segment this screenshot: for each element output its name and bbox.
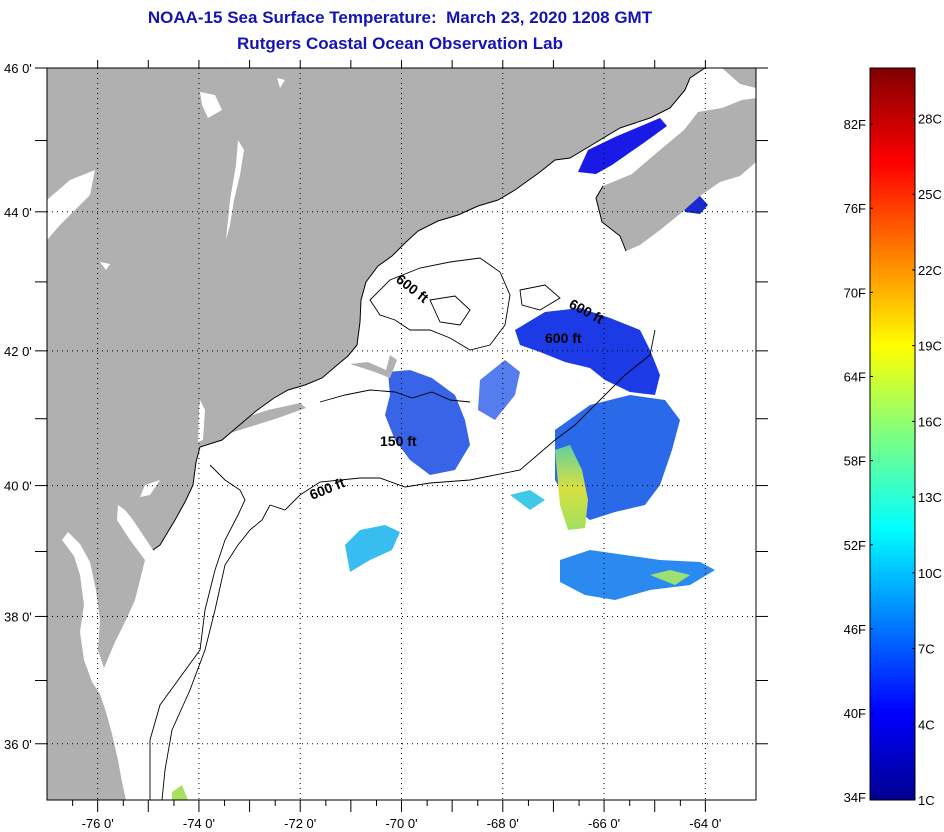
lat-label: 40 0' [4,479,32,494]
colorbar-label-f: 64F [844,370,866,385]
colorbar-label-f: 52F [844,538,866,553]
river [140,480,160,497]
colorbar-label-c: 7C [918,642,935,657]
graticule [47,68,756,800]
lat-label: 44 0' [4,205,32,220]
land [47,68,756,800]
map-subtitle: Rutgers Coastal Ocean Observation Lab [237,34,563,53]
lon-label: -76 0' [82,816,114,831]
inland-water [47,78,285,497]
lake [277,78,285,88]
lon-label: -70 0' [385,816,417,831]
contour-label: 150 ft [380,433,417,449]
colorbar-label-f: 58F [844,454,866,469]
sst-gulf-of-maine [515,308,660,395]
map-title: NOAA-15 Sea Surface Temperature: March 2… [147,8,653,27]
colorbar-label-c: 25C [918,187,942,202]
colorbar-label-c: 4C [918,717,935,732]
contour-600ft-outer [269,329,656,511]
lon-label: -74 0' [183,816,215,831]
lon-label: -66 0' [588,816,620,831]
colorbar-label-c: 13C [918,490,942,505]
land-us-canada-mainland [47,68,705,800]
sst-patch-mid [478,360,520,420]
sst-cyan-patch-2 [510,490,545,510]
lat-label: 36 0' [4,737,32,752]
sst-patches [172,118,715,800]
colorbar-label-c: 22C [918,263,942,278]
lat-label: 46 0' [4,61,32,76]
colorbar-label-c: 16C [918,414,942,429]
contour-label: 600 ft [545,330,582,346]
contour-150ft [319,389,471,403]
lat-label: 42 0' [4,344,32,359]
lake [200,92,222,118]
colorbar-label-f: 46F [844,622,866,637]
lake [226,140,244,240]
contour-gulf-of-maine-2 [429,295,471,326]
lat-label: 38 0' [4,609,32,624]
sst-green-spot [650,570,690,585]
lake [47,170,95,240]
sst-patch-south [560,550,715,600]
sst-bay-of-fundy [578,118,667,174]
sst-south-green [172,785,188,800]
colorbar: 1C 4C 7C 10C 13C 16C 19C 22C 25C 28C 34F 40F 46F 52F 5… [844,67,942,808]
colorbar-label-c: 10C [918,566,942,581]
contour-gulf-of-maine-3 [519,284,561,311]
land-cape-cod [350,355,397,378]
lon-label: -64 0' [689,816,721,831]
sst-warm-filament [555,445,588,530]
colorbar-label-c: 1C [918,793,935,808]
contour-gulf-of-maine [369,257,511,351]
land-nova-scotia [596,98,756,251]
contour-600ft-shelf [161,504,271,800]
map-area[interactable]: 600 ft 600 ft 600 ft 150 ft 600 ft [47,68,756,800]
depth-contours [149,257,656,800]
colorbar-scale [869,67,916,801]
land-cape-breton [722,68,756,88]
colorbar-label-f: 40F [844,706,866,721]
land-long-island [205,403,306,441]
sst-georges-east [555,395,680,520]
lake [100,262,110,270]
colorbar-label-f: 82F [844,117,866,132]
lon-label: -68 0' [487,816,519,831]
colorbar-label-f: 70F [844,285,866,300]
river [198,400,205,442]
coastline [152,68,706,551]
lon-label: -72 0' [284,816,316,831]
colorbar-label-c: 19C [918,339,942,354]
map-axes: -76 0' -74 0' -72 0' -70 0' -68 0' -66 0' -64 … [4,60,768,831]
sst-cyan-patch [345,525,400,572]
colorbar-label-c: 28C [918,111,942,126]
contour-600ft [149,464,246,800]
colorbar-label-f: 34F [844,790,866,805]
colorbar-label-f: 76F [844,201,866,216]
